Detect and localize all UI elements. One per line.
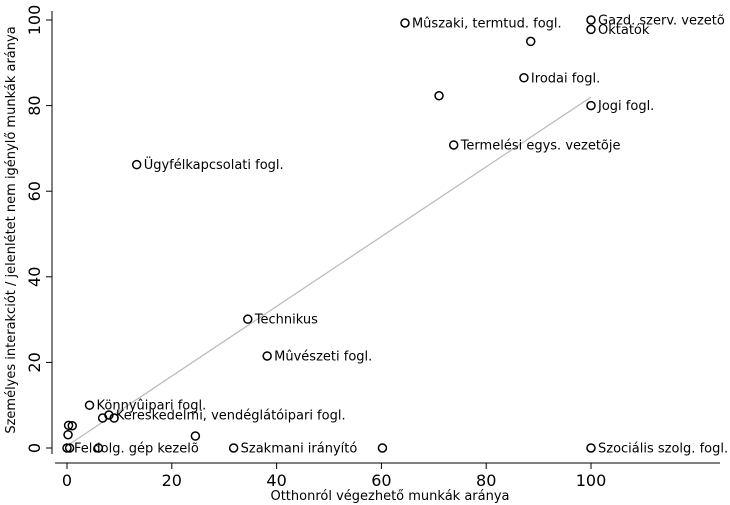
data-point <box>228 443 239 453</box>
data-point <box>586 100 596 111</box>
data-point <box>97 413 108 423</box>
data-point <box>131 159 142 170</box>
y-tick-label: 20 <box>25 352 44 372</box>
x-tick-label: 20 <box>162 471 182 490</box>
fit-line-layer <box>66 96 592 447</box>
data-point <box>93 443 104 453</box>
data-point <box>67 420 77 431</box>
data-point-label: Könnyûipari fogl. <box>97 399 207 414</box>
ticks-layer: 0 20 40 60 80 100 0 20 40 60 80 100 <box>25 5 606 490</box>
data-point-label: Szociális szolg. fogl. <box>598 442 728 457</box>
y-axis-title: Személyes interakciót / jelenlétet nem i… <box>4 26 19 433</box>
data-point-label: Gazd. szerv. vezetõ <box>598 14 725 29</box>
x-tick-label: 60 <box>371 471 391 490</box>
data-point <box>109 413 119 423</box>
data-point <box>62 443 72 453</box>
data-point <box>448 140 459 150</box>
data-point <box>400 18 410 28</box>
data-point-label: Feldolg. gép kezelõ <box>74 442 199 457</box>
data-point <box>586 24 596 35</box>
data-point <box>434 91 444 101</box>
data-point <box>525 36 536 47</box>
data-point-label: Technikus <box>254 313 318 328</box>
data-point <box>190 431 201 441</box>
data-point <box>243 314 253 324</box>
y-tick-label: 100 <box>25 5 44 36</box>
data-point <box>64 443 75 453</box>
data-point-label: Irodai fogl. <box>531 71 600 86</box>
y-tick-label: 60 <box>25 181 44 201</box>
data-point <box>63 420 74 431</box>
data-point <box>377 443 388 453</box>
y-tick-label: 0 <box>25 443 44 453</box>
x-tick-label: 100 <box>576 471 607 490</box>
fit-line <box>66 96 592 447</box>
data-point-label: Ügyfélkapcsolati fogl. <box>144 156 284 173</box>
data-point <box>63 429 73 440</box>
data-point-label: Jogi fogl. <box>597 99 654 114</box>
data-point-label: Mûszaki, termtud. fogl. <box>412 16 562 31</box>
x-tick-label: 40 <box>266 471 286 490</box>
x-axis-title: Otthonról végezhető munkák aránya <box>270 489 509 504</box>
data-point <box>519 73 529 83</box>
y-tick-label: 40 <box>25 267 44 287</box>
data-point <box>262 351 272 361</box>
data-point-label: Kereskedelmi, vendéglátóipari fogl. <box>116 409 346 424</box>
data-point-label: Mûvészeti fogl. <box>274 349 372 364</box>
data-point <box>586 443 596 453</box>
y-tick-label: 80 <box>25 95 44 115</box>
points-layer: Mûszaki, termtud. fogl. Gazd. szerv. veze… <box>62 14 728 457</box>
data-point <box>586 15 596 25</box>
data-point <box>84 400 95 410</box>
data-point-label: Szakmani irányító <box>241 442 358 457</box>
x-tick-label: 80 <box>476 471 496 490</box>
x-tick-label: 0 <box>62 471 72 490</box>
data-point-label: Termelési egys. vezetõje <box>460 138 621 153</box>
data-point-label: Oktatók <box>598 23 650 38</box>
